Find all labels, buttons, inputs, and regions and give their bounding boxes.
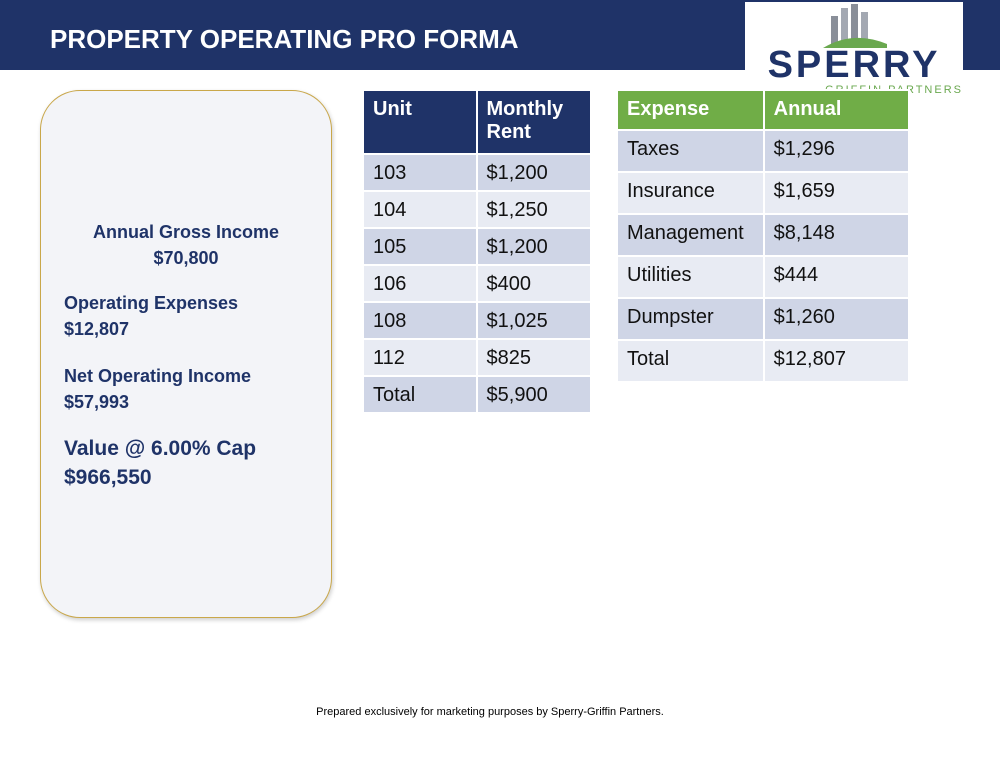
table-cell: 103	[362, 153, 478, 192]
table-cell: Utilities	[616, 255, 765, 299]
table-row: Total $5,900	[362, 375, 593, 414]
table-row: 108 $1,025	[362, 301, 593, 340]
table-cell: Management	[616, 213, 765, 257]
rent-table: Unit Monthly Rent 103 $1,200 104 $1,250 105 $1,…	[362, 89, 593, 414]
table-cell: $400	[475, 264, 593, 303]
table-row: 106 $400	[362, 264, 593, 303]
table-cell: 104	[362, 190, 478, 229]
column-header: Annual	[762, 89, 911, 131]
table-cell: Dumpster	[616, 297, 765, 341]
table-row: Utilities $444	[616, 255, 911, 299]
table-cell: $1,200	[475, 153, 593, 192]
table-cell: $1,260	[762, 297, 911, 341]
label: Net Operating Income	[64, 366, 252, 386]
summary-item: Value @ 6.00% Cap $966,550	[64, 434, 256, 492]
header-row: Expense Annual	[616, 89, 911, 131]
table-cell: $1,659	[762, 171, 911, 215]
table-cell: $1,250	[475, 190, 593, 229]
value: $57,993	[64, 392, 130, 412]
logo-icon	[823, 4, 887, 48]
table-row: Taxes $1,296	[616, 129, 911, 173]
table-cell: Taxes	[616, 129, 765, 173]
value: $70,800	[153, 248, 219, 268]
table-cell: Total	[616, 339, 765, 383]
table-cell: Insurance	[616, 171, 765, 215]
table-row: Dumpster $1,260	[616, 297, 911, 341]
summary-item: Operating Expenses $12,807	[64, 290, 238, 342]
table-cell: $1,200	[475, 227, 593, 266]
label: Value @ 6.00% Cap	[64, 437, 257, 460]
header-row: Unit Monthly Rent	[362, 89, 593, 155]
table-row: Management $8,148	[616, 213, 911, 257]
expense-table: Expense Annual Taxes $1,296 Insurance $1,659 M…	[616, 89, 911, 383]
logo: SPERRY	[745, 2, 963, 84]
table-cell: $1,025	[475, 301, 593, 340]
table-cell: $825	[475, 338, 593, 377]
table-cell: $5,900	[475, 375, 593, 414]
table-cell: $1,296	[762, 129, 911, 173]
table-cell: 112	[362, 338, 478, 377]
table-row: 103 $1,200	[362, 153, 593, 192]
table-row: 104 $1,250	[362, 190, 593, 229]
logo-name: SPERRY	[767, 44, 941, 86]
table-row: Insurance $1,659	[616, 171, 911, 215]
column-header: Unit	[362, 89, 478, 155]
table-row: 105 $1,200	[362, 227, 593, 266]
table-row: Total $12,807	[616, 339, 911, 383]
table-cell: 108	[362, 301, 478, 340]
table-cell: $8,148	[762, 213, 911, 257]
table-cell: 106	[362, 264, 478, 303]
footer: Prepared exclusively for marketing purpo…	[316, 706, 664, 718]
summary-box: Annual Gross Income $70,800 Operating Ex…	[40, 90, 332, 618]
page-title: PROPERTY OPERATING PRO FORMA	[50, 24, 519, 54]
label: Annual Gross Income	[92, 222, 280, 242]
table-cell: $12,807	[762, 339, 911, 383]
value: $966,550	[64, 466, 152, 489]
table-cell: 105	[362, 227, 478, 266]
summary-item: Net Operating Income $57,993	[64, 363, 251, 415]
value: $12,807	[64, 319, 130, 339]
table-cell: $444	[762, 255, 911, 299]
column-header: Expense	[616, 89, 765, 131]
label: Operating Expenses	[64, 293, 239, 313]
table-cell: Total	[362, 375, 478, 414]
table-row: 112 $825	[362, 338, 593, 377]
summary-item: Annual Gross Income $70,800	[41, 219, 331, 271]
column-header: Monthly Rent	[475, 89, 593, 155]
